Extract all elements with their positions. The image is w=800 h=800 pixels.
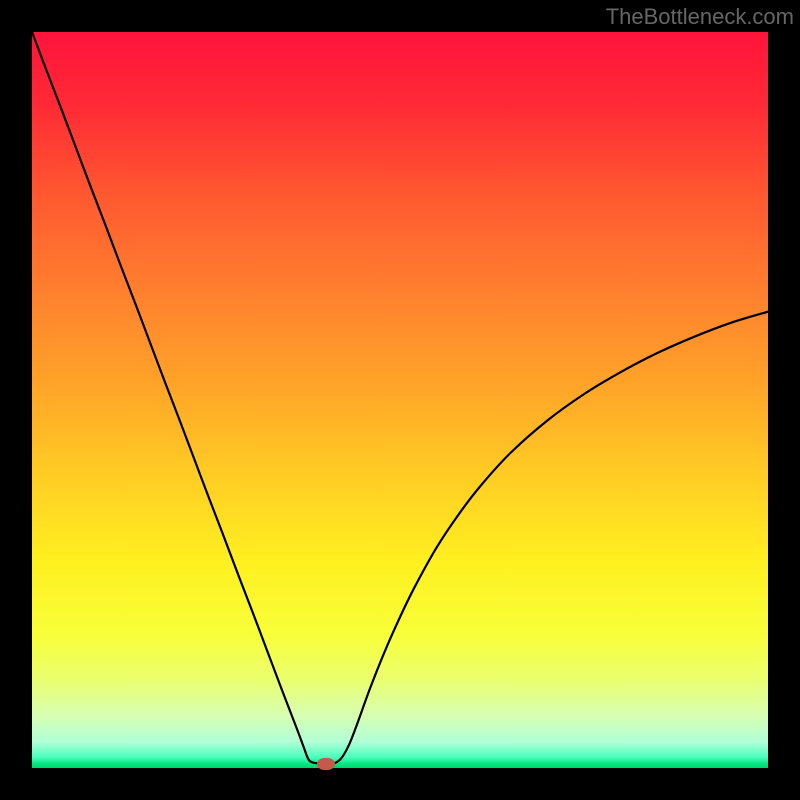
optimum-marker xyxy=(317,758,335,770)
bottleneck-curve xyxy=(32,32,768,764)
chart-container: TheBottleneck.com xyxy=(0,0,800,800)
plot-area xyxy=(32,32,768,768)
curve-svg xyxy=(32,32,768,768)
watermark-text: TheBottleneck.com xyxy=(606,4,794,30)
